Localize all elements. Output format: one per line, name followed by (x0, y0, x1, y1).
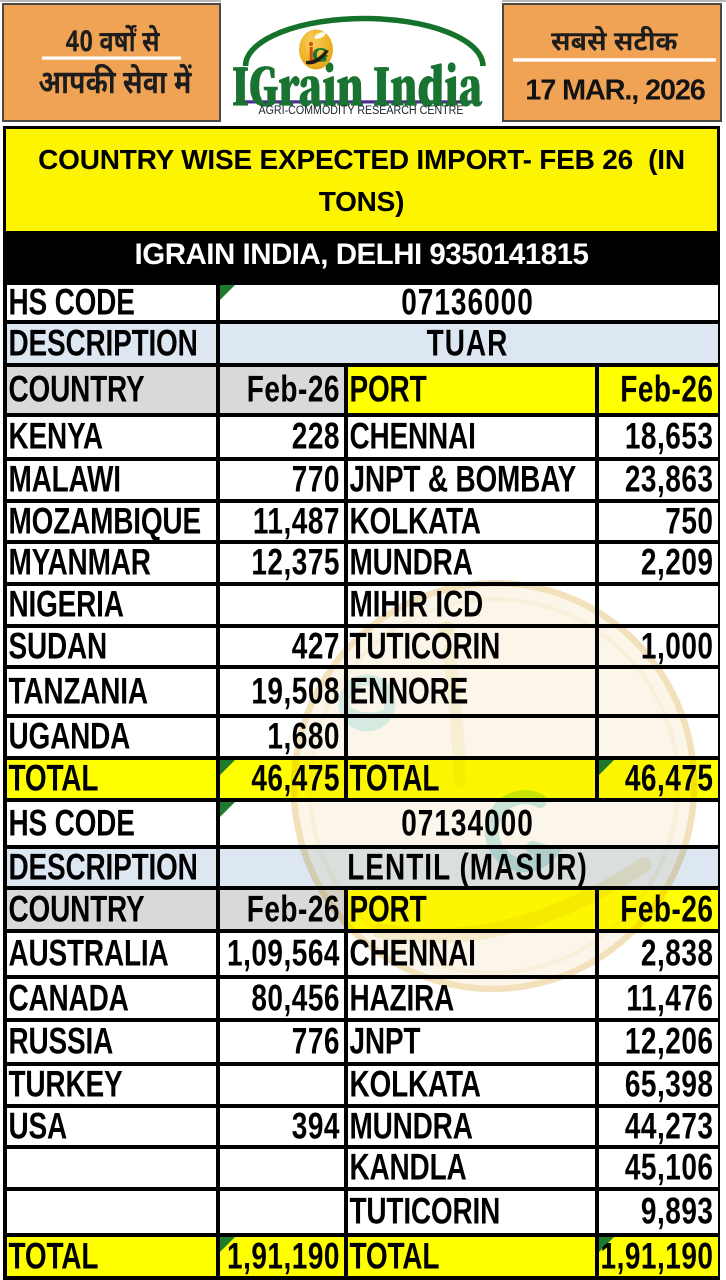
svg-text:17 MAR., 2026: 17 MAR., 2026 (525, 75, 706, 107)
svg-text:AGRI-COMMODITY RESEARCH CENTRE: AGRI-COMMODITY RESEARCH CENTRE (259, 103, 464, 117)
